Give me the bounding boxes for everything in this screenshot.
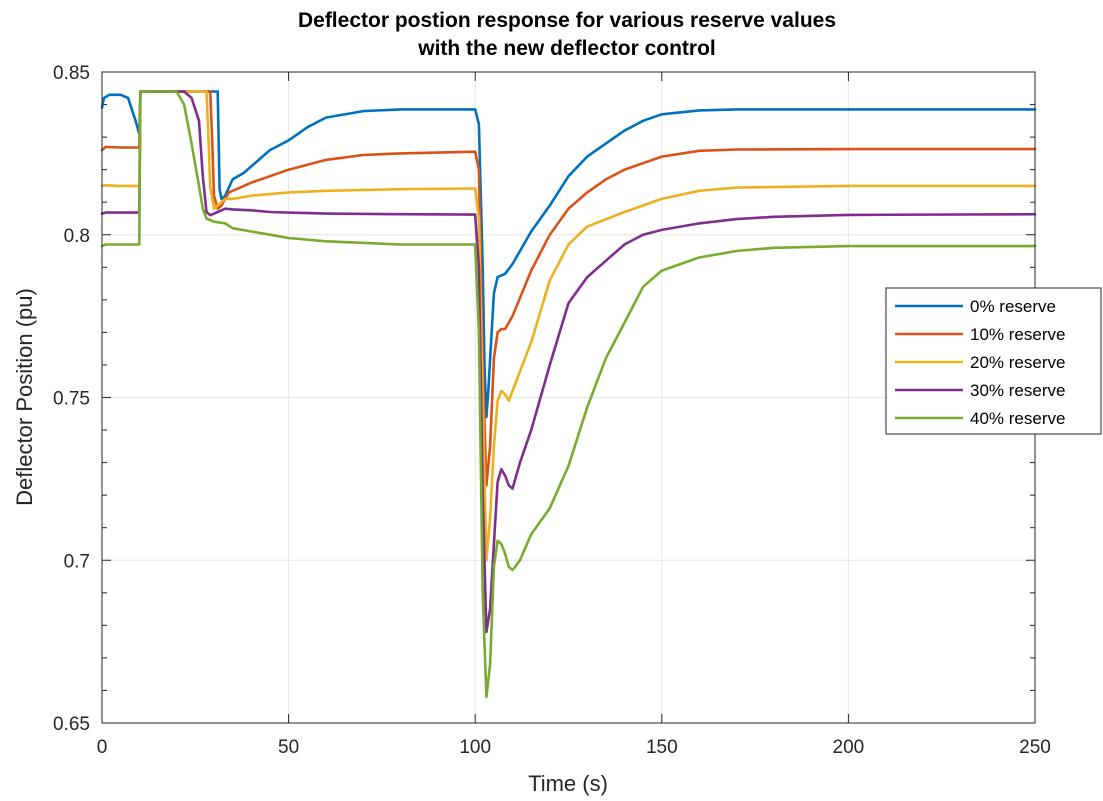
legend-label-3: 20% reserve	[970, 353, 1065, 372]
y-tick-label: 0.8	[64, 226, 90, 247]
legend: 0% reserve 10% reserve 20% reserve 30% rese…	[885, 287, 1102, 435]
chart-title-line-2: with the new deflector control	[417, 37, 716, 60]
x-tick-label: 200	[833, 737, 865, 758]
y-tick-label: 0.75	[53, 389, 90, 410]
series-lines	[100, 90, 1037, 699]
x-axis-label: Time (s)	[528, 771, 608, 796]
series-line-5	[100, 90, 1037, 699]
legend-label-2: 10% reserve	[970, 325, 1065, 344]
y-tick-labels: 0.65 0.7 0.75 0.8 0.85	[53, 63, 90, 735]
x-tick-labels: 0 50 100 150 200 250	[97, 737, 1051, 758]
x-tick-label: 50	[278, 737, 299, 758]
grid-lines	[102, 72, 1035, 723]
x-tick-label: 250	[1019, 737, 1051, 758]
legend-label-5: 40% reserve	[970, 409, 1065, 428]
series-line-4	[100, 90, 1037, 634]
y-tick-label: 0.7	[64, 551, 90, 572]
legend-label-1: 0% reserve	[970, 297, 1056, 316]
y-tick-label: 0.65	[53, 714, 90, 735]
y-axis-label: Deflector Position (pu)	[12, 288, 37, 506]
x-tick-label: 0	[97, 737, 108, 758]
series-line-3	[100, 90, 1037, 562]
chart-title-line-1: Deflector postion response for various r…	[298, 9, 836, 32]
y-tick-label: 0.85	[53, 63, 90, 84]
x-tick-label: 150	[646, 737, 678, 758]
legend-label-4: 30% reserve	[970, 381, 1065, 400]
x-tick-label: 100	[459, 737, 491, 758]
